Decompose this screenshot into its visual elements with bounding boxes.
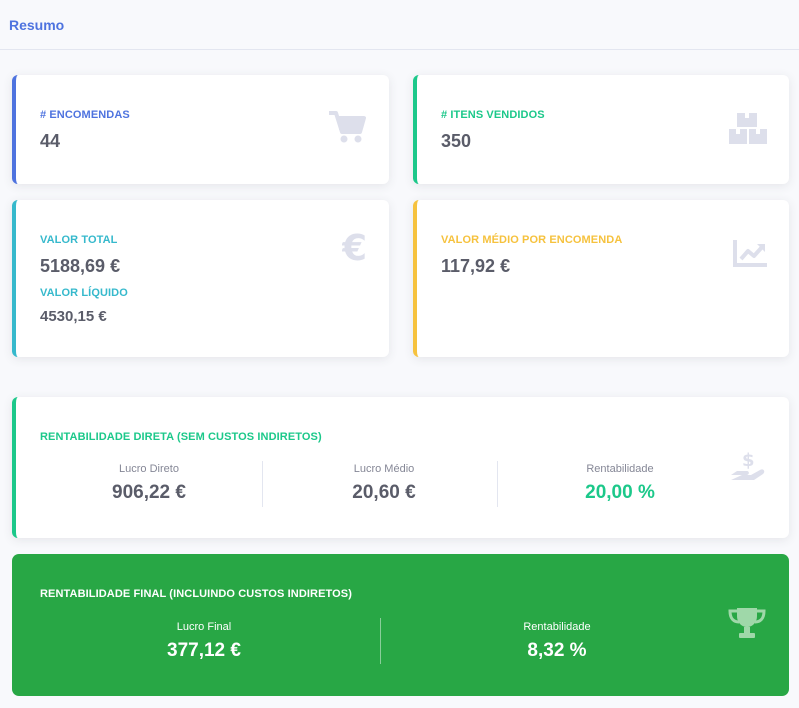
- rentabilidade-direta-label: RENTABILIDADE DIRETA (SEM CUSTOS INDIRET…: [40, 431, 322, 443]
- lucro-medio-col: Lucro Médio 20,60 €: [274, 463, 494, 504]
- card-rentabilidade-direta: RENTABILIDADE DIRETA (SEM CUSTOS INDIRET…: [12, 397, 789, 538]
- encomendas-label: # ENCOMENDAS: [40, 109, 130, 121]
- cart-icon: [328, 110, 366, 144]
- rentabilidade-final-pct-value: 8,32 %: [527, 640, 587, 661]
- svg-text:€: €: [342, 228, 367, 266]
- lucro-direto-col: Lucro Direto 906,22 €: [44, 463, 254, 504]
- valor-liquido-label: VALOR LÍQUIDO: [40, 287, 128, 299]
- rentabilidade-final-label: RENTABILIDADE FINAL (INCLUINDO CUSTOS IN…: [40, 588, 352, 600]
- divider: [380, 618, 381, 664]
- itens-value: 350: [441, 131, 472, 151]
- rentabilidade-final-col: Rentabilidade 8,32 %: [392, 621, 722, 662]
- valor-total-value: 5188,69 €: [40, 256, 121, 276]
- card-encomendas: # ENCOMENDAS 44: [12, 75, 389, 184]
- svg-text:$: $: [742, 450, 755, 471]
- card-valor-medio: VALOR MÉDIO POR ENCOMENDA 117,92 €: [413, 200, 789, 357]
- card-valor-total: VALOR TOTAL 5188,69 € VALOR LÍQUIDO 4530…: [12, 200, 389, 357]
- rentabilidade-direta-pct-value: 20,00 %: [585, 482, 655, 503]
- lucro-direto-label: Lucro Direto: [119, 463, 179, 475]
- itens-label: # ITENS VENDIDOS: [441, 109, 545, 121]
- encomendas-value: 44: [40, 131, 61, 151]
- lucro-medio-label: Lucro Médio: [353, 463, 415, 475]
- valor-medio-label: VALOR MÉDIO POR ENCOMENDA: [441, 234, 623, 246]
- valor-medio-value: 117,92 €: [441, 256, 511, 276]
- lucro-final-label: Lucro Final: [176, 621, 232, 633]
- lucro-medio-value: 20,60 €: [352, 482, 416, 503]
- divider: [262, 461, 263, 507]
- page-header: Resumo: [0, 0, 799, 50]
- card-itens-vendidos: # ITENS VENDIDOS 350: [413, 75, 789, 184]
- rentabilidade-direta-col: Rentabilidade 20,00 %: [510, 463, 730, 504]
- trophy-icon: [728, 606, 766, 640]
- lucro-final-value: 377,12 €: [167, 640, 241, 661]
- divider: [497, 461, 498, 507]
- euro-icon: €: [342, 228, 370, 266]
- boxes-icon: [729, 111, 767, 145]
- hand-holding-usd-icon: $: [730, 449, 768, 485]
- valor-total-label: VALOR TOTAL: [40, 234, 118, 246]
- valor-liquido-value: 4530,15 €: [40, 308, 107, 325]
- lucro-direto-value: 906,22 €: [112, 482, 186, 503]
- card-rentabilidade-final: RENTABILIDADE FINAL (INCLUINDO CUSTOS IN…: [12, 554, 789, 696]
- rentabilidade-direta-pct-label: Rentabilidade: [586, 463, 654, 475]
- lucro-final-col: Lucro Final 377,12 €: [40, 621, 368, 662]
- rentabilidade-final-pct-label: Rentabilidade: [523, 621, 591, 633]
- page-title: Resumo: [9, 17, 65, 33]
- chart-line-icon: [733, 238, 769, 268]
